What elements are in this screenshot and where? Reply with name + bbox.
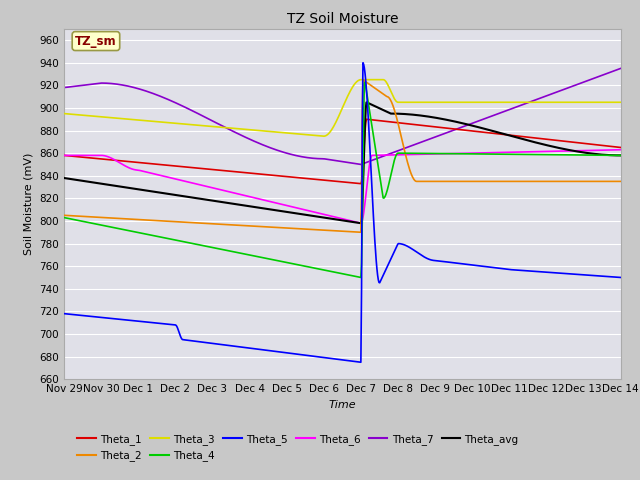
Y-axis label: Soil Moisture (mV): Soil Moisture (mV) (24, 153, 34, 255)
Text: TZ_sm: TZ_sm (75, 35, 116, 48)
Legend: Theta_1, Theta_2, Theta_3, Theta_4, Theta_5, Theta_6, Theta_7, Theta_avg: Theta_1, Theta_2, Theta_3, Theta_4, Thet… (73, 430, 523, 465)
X-axis label: Time: Time (328, 400, 356, 409)
Title: TZ Soil Moisture: TZ Soil Moisture (287, 12, 398, 26)
